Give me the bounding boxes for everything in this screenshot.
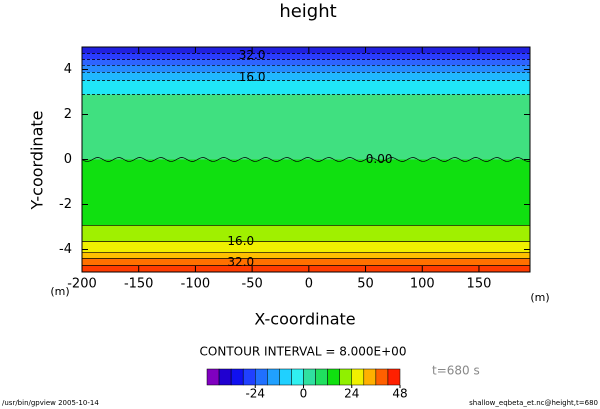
contour-band: [82, 225, 530, 242]
colorbar-cell: [387, 368, 401, 386]
colorbar-tick-label: 0: [300, 387, 308, 401]
y-tick-label: -4: [59, 242, 72, 257]
footer-right: shallow_eqbeta_et.nc@height,t=680: [469, 399, 598, 407]
colorbar-cell: [267, 368, 280, 386]
x-tick-label: 100: [410, 277, 435, 292]
colorbar-tick-label: 24: [344, 387, 359, 401]
colorbar-tick-label: -24: [245, 387, 265, 401]
colorbar-cell: [375, 368, 389, 386]
colorbar-cell: [363, 368, 377, 386]
contour-band: [82, 252, 530, 259]
contour-interval: CONTOUR INTERVAL = 8.000E+00: [200, 345, 407, 359]
colorbar-cell: [303, 368, 316, 386]
colorbar-tick-label: 48: [392, 387, 407, 401]
contour-band: [82, 258, 530, 266]
contour-band: [82, 265, 530, 272]
colorbar-cell: [279, 368, 292, 386]
contour-label: 16.0: [227, 234, 254, 248]
contour-label: 16.0: [239, 70, 266, 84]
colorbar-cell: [230, 368, 244, 386]
contour-label: 0.00: [366, 152, 393, 166]
contour-band: [82, 159, 530, 226]
x-axis-label: X-coordinate: [254, 310, 355, 329]
x-unit: (m): [530, 291, 549, 304]
x-tick-label: -200: [67, 277, 97, 292]
colorbar-cell: [291, 368, 304, 386]
footer-left: /usr/bin/gpview 2005-10-14: [2, 399, 99, 407]
x-tick-label: 0: [305, 277, 313, 292]
colorbar-cell: [315, 368, 328, 386]
x-tick-label: 150: [467, 277, 492, 292]
colorbar-cell: [339, 368, 352, 386]
y-unit: (m): [50, 285, 69, 298]
contour-band: [82, 53, 530, 60]
y-tick-label: 0: [64, 152, 72, 167]
contour-label: 32.0: [227, 255, 254, 269]
colorbar-cell: [242, 368, 256, 386]
x-tick-label: -150: [124, 277, 154, 292]
contour-band: [82, 80, 530, 95]
x-tick-label: -100: [181, 277, 211, 292]
contour-band: [82, 72, 530, 81]
time-label: t=680 s: [432, 364, 480, 378]
y-axis-label: Y-coordinate: [28, 111, 47, 211]
x-tick-label: 50: [357, 277, 374, 292]
y-tick-label: 2: [64, 107, 72, 122]
x-tick-label: -50: [242, 277, 263, 292]
contour-band: [82, 65, 530, 73]
colorbar-cell: [206, 368, 220, 386]
colorbar-cell: [351, 368, 365, 386]
colorbar-cell: [218, 368, 232, 386]
contour-band: [82, 59, 530, 66]
y-tick-label: 4: [64, 62, 72, 77]
contour-band: [82, 241, 530, 253]
contour-label: 32.0: [239, 48, 266, 62]
chart-title: height: [279, 1, 336, 22]
colorbar-cell: [255, 368, 268, 386]
contour-band: [82, 94, 530, 160]
colorbar-cell: [327, 368, 340, 386]
y-tick-label: -2: [59, 197, 72, 212]
contour-band: [82, 47, 530, 54]
contour-line: [81, 157, 531, 162]
